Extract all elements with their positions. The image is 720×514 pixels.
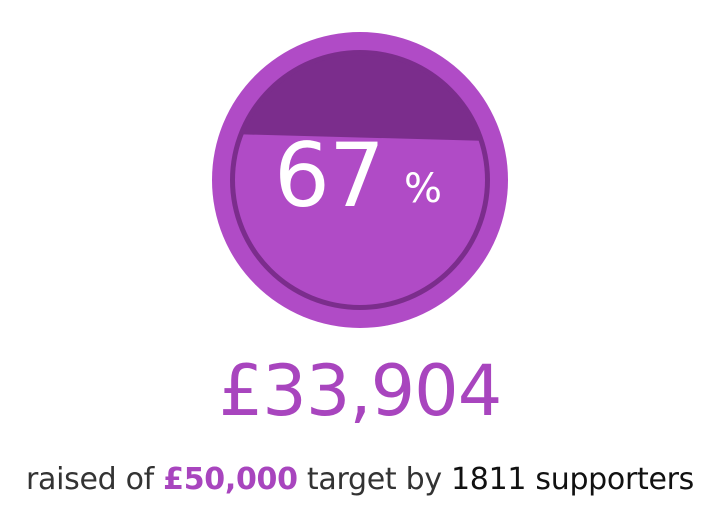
progress-circle [212, 32, 508, 328]
supporters-count: 1811 supporters [451, 462, 695, 497]
raised-amount: £33,904 [218, 350, 502, 432]
progress-fill-level [235, 133, 485, 305]
summary-prefix: raised of [25, 462, 164, 497]
target-amount: £50,000 [163, 462, 298, 497]
summary-middle: target by [297, 462, 452, 497]
fundraising-summary: raised of £50,000 target by 1811 support… [0, 462, 720, 498]
